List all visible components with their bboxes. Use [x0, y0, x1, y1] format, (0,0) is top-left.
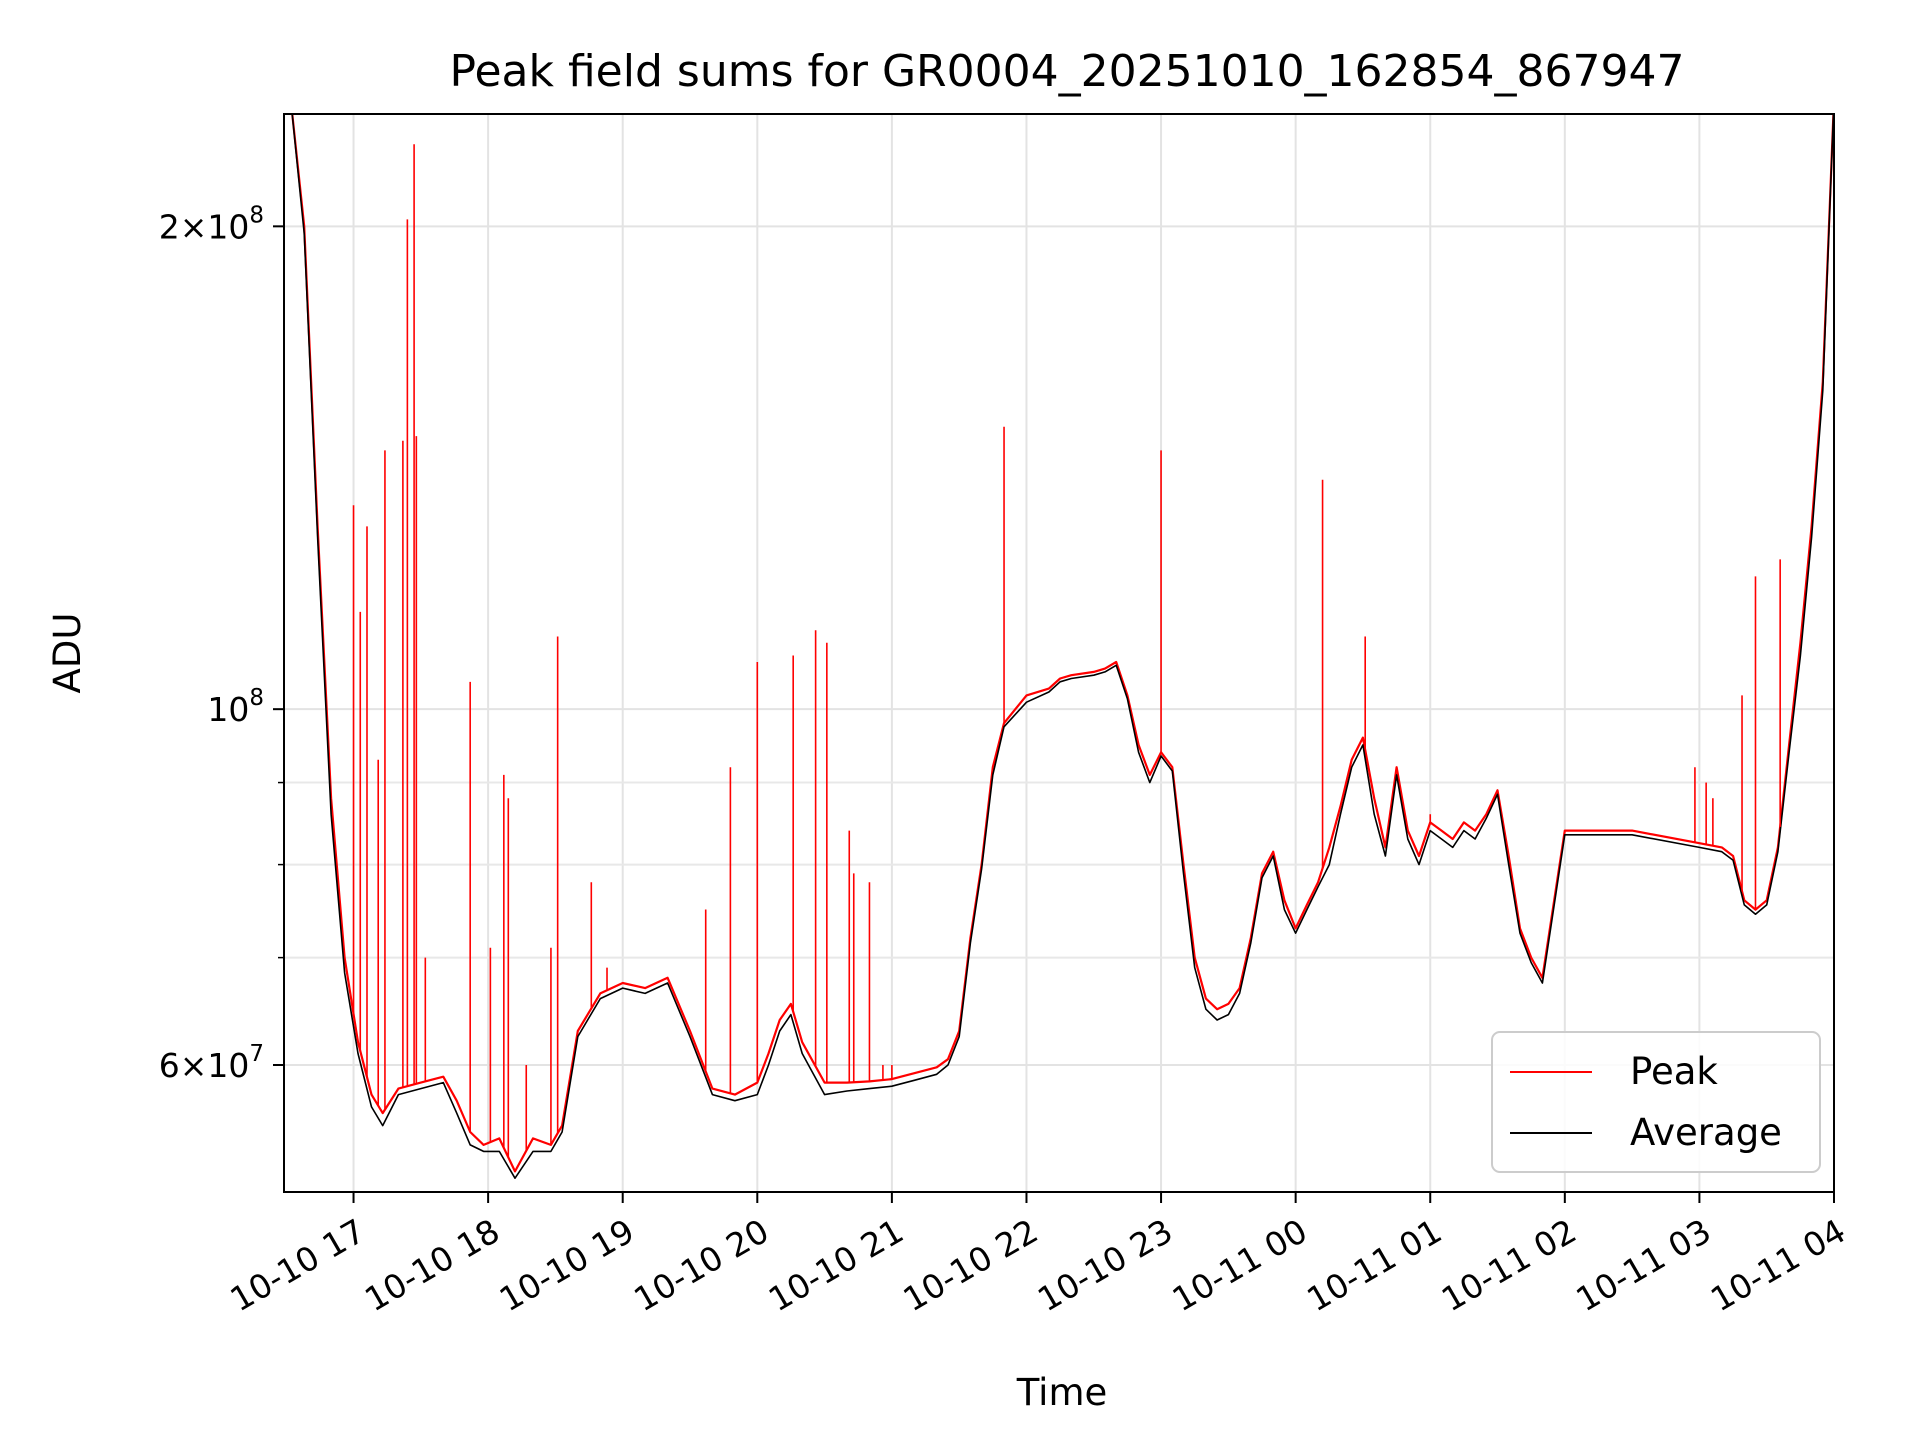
series-line-peak: [291, 114, 1834, 1173]
series-group: [291, 114, 1834, 1179]
y-axis-label: ADU: [46, 613, 89, 694]
y-tick-label: 108: [207, 685, 264, 729]
legend: Peak Average: [1491, 1031, 1821, 1173]
y-tick-label: 6×107: [159, 1041, 264, 1085]
legend-label-peak: Peak: [1630, 1050, 1718, 1093]
y-tick-label: 2×108: [159, 202, 264, 246]
x-axis-label: Time: [1016, 1371, 1108, 1414]
legend-label-average: Average: [1630, 1111, 1782, 1154]
series-line-average: [291, 114, 1834, 1179]
legend-box: [1491, 1031, 1821, 1173]
plot-frame: [283, 113, 1835, 1193]
chart-title: Peak field sums for GR0004_20251010_1628…: [450, 46, 1685, 97]
y-axis: 6×107 108 2×108: [159, 202, 284, 1085]
